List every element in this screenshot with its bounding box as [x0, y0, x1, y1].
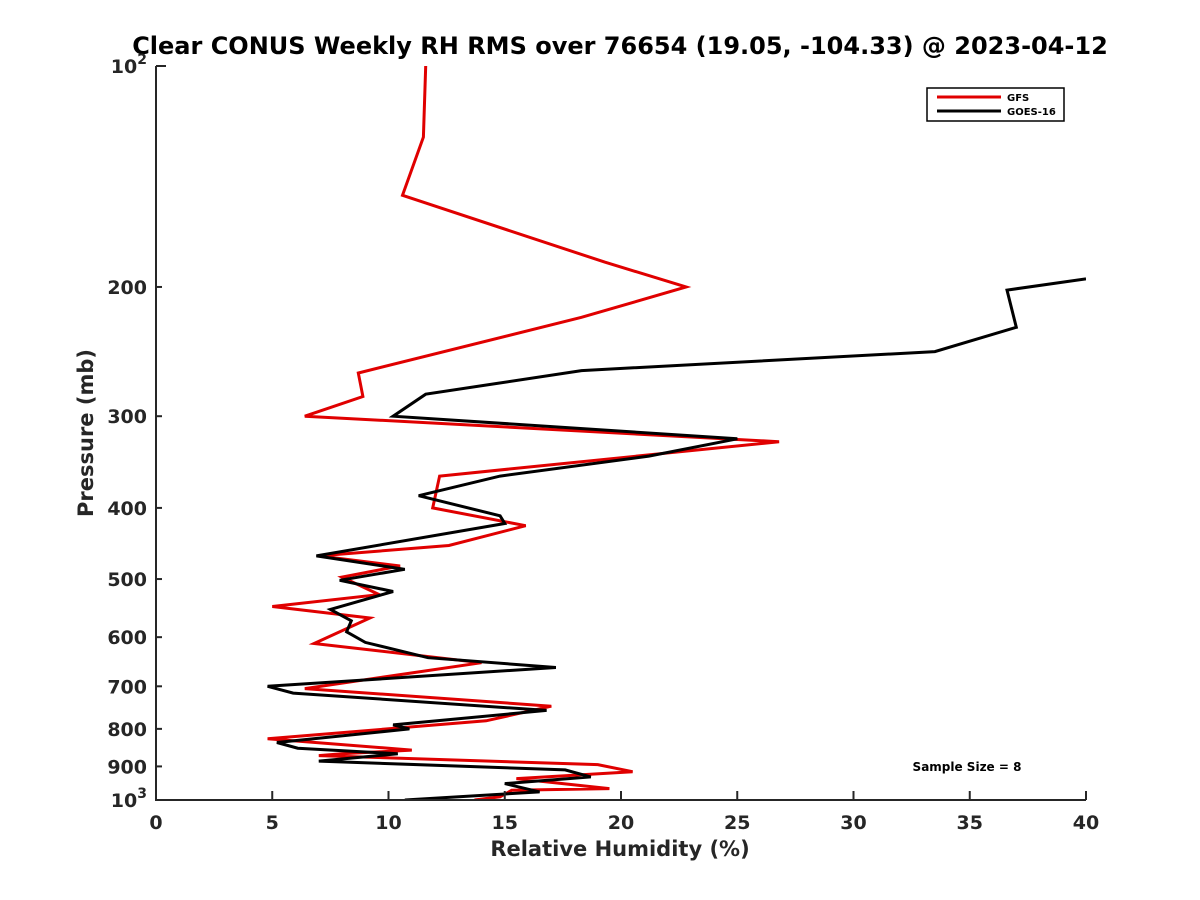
- series-line-goes-16: [267, 277, 1086, 800]
- y-tick-label: 700: [107, 676, 147, 698]
- legend: GFS GOES-16: [926, 87, 1065, 122]
- x-tick-label: 30: [840, 812, 866, 834]
- x-tick-label: 25: [724, 812, 750, 834]
- y-tick-label: 300: [107, 406, 147, 428]
- x-tick-label: 20: [608, 812, 634, 834]
- x-tick-label: 0: [149, 812, 162, 834]
- x-ticks: 0 5 10 15 20 25 30 35 40: [149, 791, 1099, 834]
- plot-lines: [267, 66, 1086, 800]
- x-tick-label: 35: [957, 812, 983, 834]
- y-tick-label: 900: [107, 756, 147, 778]
- legend-entry-label: GOES-16: [1007, 107, 1056, 118]
- x-tick-label: 10: [375, 812, 401, 834]
- y-tick-label: 500: [107, 569, 147, 591]
- y-tick-label: 200: [107, 277, 147, 299]
- series-line-gfs: [267, 66, 780, 800]
- x-tick-label: 5: [266, 812, 279, 834]
- sample-size-annotation: Sample Size = 8: [913, 760, 1022, 774]
- y-tick-label: 600: [107, 627, 147, 649]
- y-ticks: 102 200 300 400 500 600 700 800 900 103: [107, 52, 166, 812]
- y-tick-label: 800: [107, 719, 147, 741]
- y-tick-label: 103: [111, 786, 147, 812]
- legend-box: [926, 87, 1065, 122]
- x-tick-label: 15: [492, 812, 518, 834]
- y-tick-label: 400: [107, 498, 147, 520]
- x-axis-label: Relative Humidity (%): [490, 837, 749, 861]
- x-tick-label: 40: [1073, 812, 1099, 834]
- legend-entry-label: GFS: [1007, 93, 1029, 104]
- y-tick-label: 102: [111, 52, 147, 78]
- chart-title: Clear CONUS Weekly RH RMS over 76654 (19…: [132, 32, 1108, 60]
- y-axis-label: Pressure (mb): [74, 349, 98, 517]
